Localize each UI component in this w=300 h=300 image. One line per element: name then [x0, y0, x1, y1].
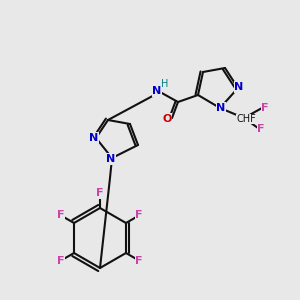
Text: F: F [57, 211, 65, 220]
Text: N: N [106, 154, 116, 164]
Text: H: H [161, 79, 169, 89]
Text: N: N [216, 103, 226, 113]
Text: F: F [135, 256, 143, 266]
Text: CHF: CHF [236, 114, 256, 124]
Text: F: F [96, 188, 104, 198]
Text: O: O [162, 114, 172, 124]
Text: F: F [57, 256, 65, 266]
Text: F: F [257, 124, 265, 134]
Text: F: F [261, 103, 269, 113]
Text: F: F [135, 211, 143, 220]
Text: N: N [234, 82, 244, 92]
Text: N: N [89, 133, 99, 143]
Text: N: N [152, 86, 162, 96]
